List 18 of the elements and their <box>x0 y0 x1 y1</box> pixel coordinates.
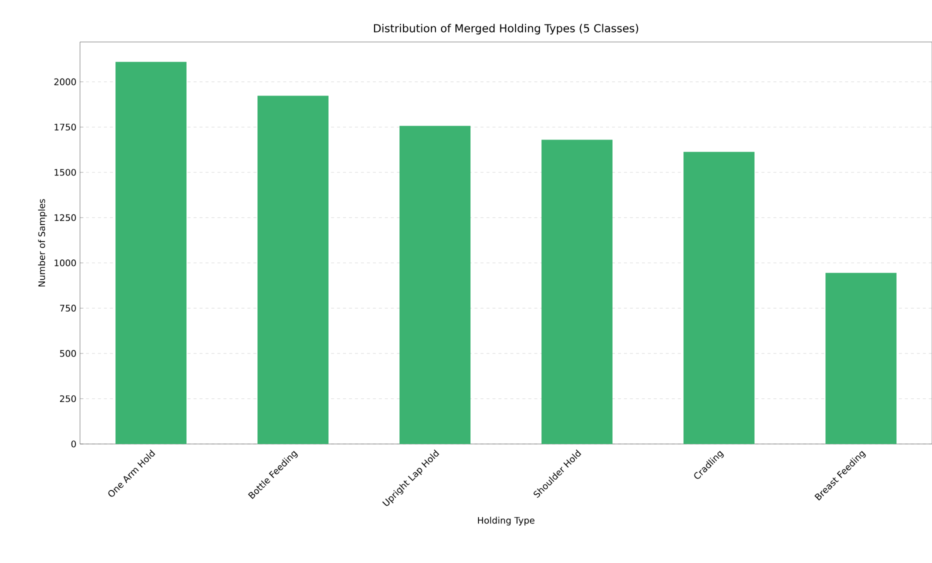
bar <box>826 272 897 444</box>
y-tick-label: 750 <box>60 304 76 312</box>
bar <box>542 140 613 444</box>
bar <box>400 126 471 444</box>
y-tick-label: 1000 <box>54 260 76 266</box>
y-tick-label: 1500 <box>54 168 76 176</box>
bar <box>116 62 187 444</box>
chart-title: Distribution of Merged Holding Types (5 Classes) <box>374 24 638 34</box>
y-axis-title: Number of Samples <box>38 199 47 286</box>
bar <box>258 96 329 444</box>
y-tick-label: 1750 <box>54 124 76 130</box>
y-tick-label: 500 <box>60 350 76 357</box>
bar <box>684 152 755 444</box>
y-tick-label: 0 <box>71 440 76 448</box>
y-tick-label: 2000 <box>54 78 76 86</box>
y-tick-label: 250 <box>60 395 76 402</box>
x-axis-title: Holding Type <box>478 516 534 526</box>
y-tick-label: 1250 <box>54 214 76 222</box>
